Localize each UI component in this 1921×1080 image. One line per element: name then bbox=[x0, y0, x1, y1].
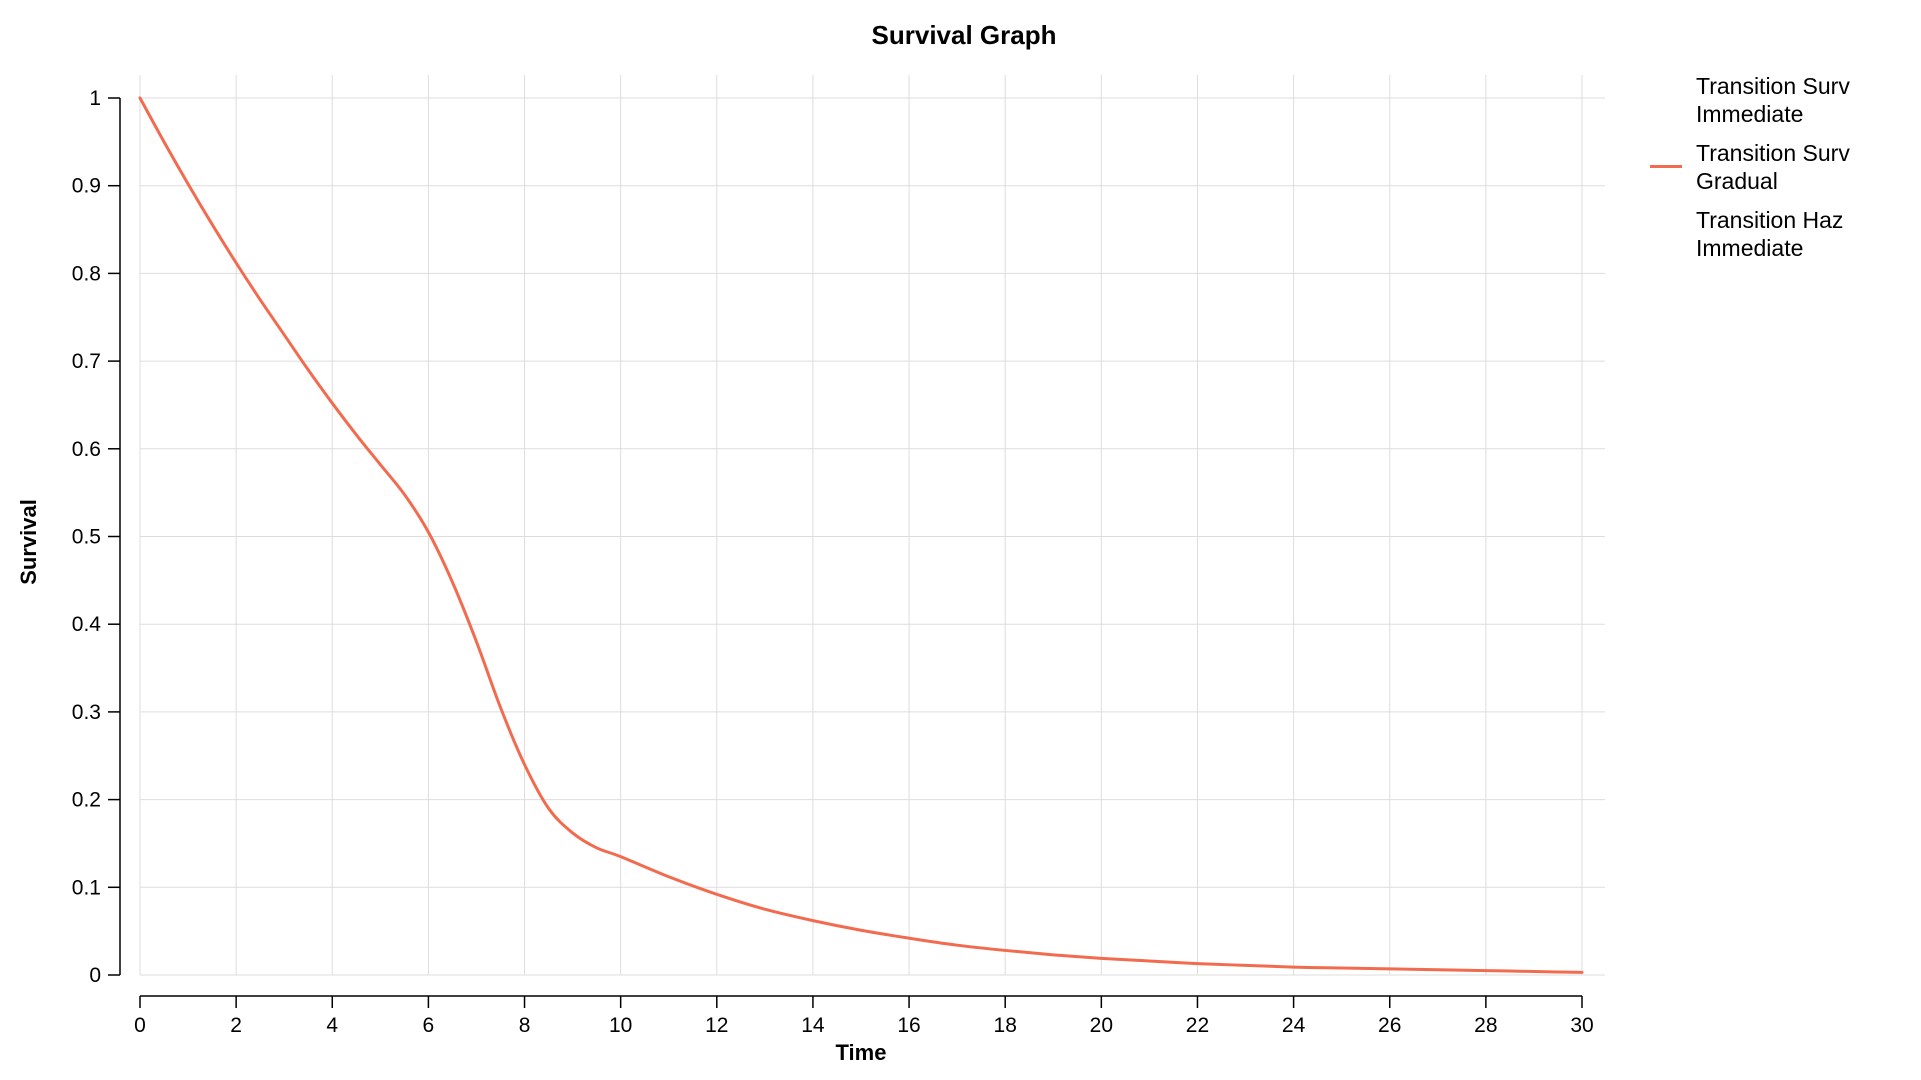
x-tick-label: 28 bbox=[1474, 1014, 1497, 1037]
grid bbox=[139, 75, 1605, 976]
x-axis-label: Time bbox=[836, 1040, 887, 1065]
chart-title: Survival Graph bbox=[872, 20, 1057, 50]
legend-item-transition-surv-gradual[interactable]: Transition Surv Gradual bbox=[1650, 139, 1910, 206]
x-tick-label: 26 bbox=[1378, 1014, 1401, 1037]
y-tick-label: 0.1 bbox=[72, 876, 101, 899]
series-lines bbox=[138, 96, 1584, 974]
legend-item-transition-surv-immediate[interactable]: Transition Surv Immediate bbox=[1650, 72, 1910, 139]
x-tick-label: 8 bbox=[519, 1014, 531, 1037]
x-tick-label: 14 bbox=[801, 1014, 825, 1037]
x-tick-label: 30 bbox=[1570, 1014, 1593, 1037]
y-axis-label: Survival bbox=[16, 499, 41, 585]
legend-label: Transition Surv Immediate bbox=[1696, 73, 1850, 127]
legend-swatch bbox=[1650, 98, 1682, 101]
x-tick-label: 12 bbox=[705, 1014, 728, 1037]
y-tick-label: 0.9 bbox=[72, 175, 101, 198]
y-tick-label: 0.4 bbox=[72, 613, 102, 636]
y-tick-label: 0 bbox=[89, 964, 101, 987]
y-tick-label: 0.8 bbox=[72, 262, 101, 285]
x-tick-label: 18 bbox=[994, 1014, 1017, 1037]
x-tick-label: 20 bbox=[1090, 1014, 1113, 1037]
series-line-transition-surv-gradual bbox=[138, 96, 1584, 974]
y-tick-label: 1 bbox=[89, 87, 101, 110]
legend: Transition Surv Immediate Transition Sur… bbox=[1650, 72, 1910, 273]
x-tick-label: 22 bbox=[1186, 1014, 1209, 1037]
legend-swatch bbox=[1650, 232, 1682, 235]
y-tick-label: 0.2 bbox=[72, 789, 101, 812]
axes bbox=[119, 98, 1582, 997]
legend-label: Transition Surv Gradual bbox=[1696, 140, 1850, 194]
y-tick-label: 0.3 bbox=[72, 701, 101, 724]
x-tick-label: 0 bbox=[134, 1014, 146, 1037]
legend-item-transition-haz-immediate[interactable]: Transition Haz Immediate bbox=[1650, 206, 1910, 273]
y-tick-label: 0.6 bbox=[72, 438, 101, 461]
y-tick-label: 0.5 bbox=[72, 526, 101, 549]
legend-label: Transition Haz Immediate bbox=[1696, 207, 1844, 261]
x-tick-label: 16 bbox=[897, 1014, 920, 1037]
x-tick-label: 2 bbox=[230, 1014, 242, 1037]
x-ticks: 0 2 4 6 8 10 12 14 16 18 20 22 24 26 28 30 bbox=[134, 996, 1594, 1037]
x-tick-label: 24 bbox=[1282, 1014, 1306, 1037]
y-tick-label: 0.7 bbox=[72, 350, 101, 373]
y-ticks: 0 0.1 0.2 0.3 0.4 0.5 0.6 0.7 0.8 0.9 1 bbox=[72, 87, 120, 987]
legend-swatch bbox=[1650, 165, 1682, 168]
x-tick-label: 10 bbox=[609, 1014, 632, 1037]
x-tick-label: 6 bbox=[423, 1014, 435, 1037]
x-tick-label: 4 bbox=[326, 1014, 338, 1037]
